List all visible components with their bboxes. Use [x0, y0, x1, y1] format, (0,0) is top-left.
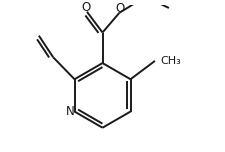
- Text: O: O: [115, 2, 124, 15]
- Text: O: O: [81, 1, 90, 14]
- Text: CH₃: CH₃: [160, 55, 180, 66]
- Text: N: N: [66, 105, 75, 118]
